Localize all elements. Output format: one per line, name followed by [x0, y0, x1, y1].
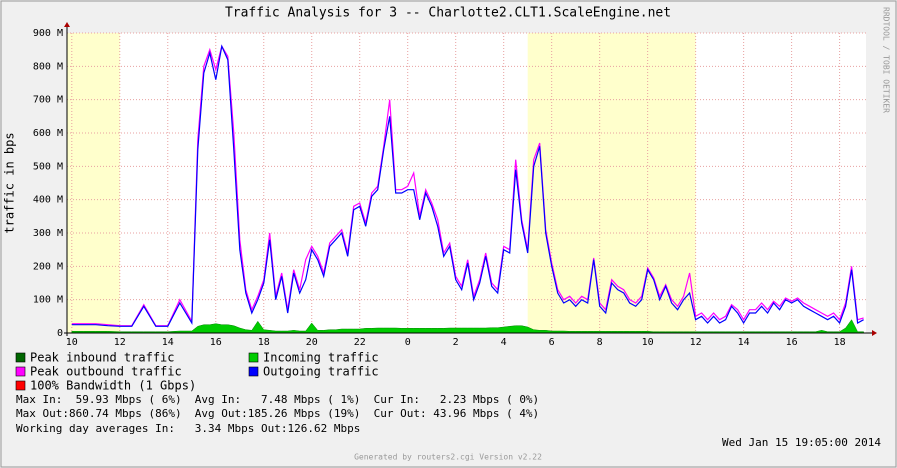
legend-label: Incoming traffic	[263, 351, 379, 365]
working-hours-band	[67, 33, 120, 333]
x-tick-label: 8	[597, 337, 603, 348]
y-axis-arrow	[64, 22, 70, 27]
plot-area	[67, 33, 866, 333]
x-tick-label: 16	[786, 337, 798, 348]
x-tick-label: 16	[210, 337, 222, 348]
legend-swatch	[15, 366, 26, 377]
stats-line: Working day averages In: 3.34 Mbps Out:1…	[16, 422, 360, 435]
stats-line: Max In: 59.93 Mbps ( 6%) Avg In: 7.48 Mb…	[16, 393, 539, 406]
legend-swatch	[248, 366, 259, 377]
chart-title: Traffic Analysis for 3 -- Charlotte2.CLT…	[225, 6, 671, 21]
y-axis-label: traffic in bps	[3, 132, 17, 233]
x-tick-label: 18	[258, 337, 270, 348]
y-tick-label: 400 M	[33, 195, 63, 206]
y-tick-label: 0	[57, 328, 63, 339]
incoming-area	[71, 319, 864, 334]
y-tick-label: 300 M	[33, 228, 63, 239]
x-tick-label: 4	[501, 337, 507, 348]
legend-label: Peak inbound traffic	[30, 351, 175, 365]
timestamp: Wed Jan 15 19:05:00 2014	[722, 436, 881, 449]
x-tick-label: 10	[66, 337, 78, 348]
x-tick-label: 14	[162, 337, 174, 348]
x-tick-label: 22	[354, 337, 366, 348]
y-tick-label: 800 M	[33, 61, 63, 72]
legend-swatch	[15, 352, 26, 363]
legend-label: Peak outbound traffic	[30, 365, 182, 379]
x-tick-label: 12	[114, 337, 126, 348]
x-tick-label: 18	[834, 337, 846, 348]
x-tick-label: 12	[690, 337, 702, 348]
x-tick-label: 14	[738, 337, 750, 348]
y-tick-label: 500 M	[33, 161, 63, 172]
x-tick-label: 10	[642, 337, 654, 348]
x-axis-arrow	[872, 330, 877, 336]
stats-line: Max Out:860.74 Mbps (86%) Avg Out:185.26…	[16, 407, 539, 420]
x-tick-label: 2	[453, 337, 459, 348]
y-tick-label: 600 M	[33, 128, 63, 139]
legend-label: Outgoing traffic	[263, 365, 379, 379]
y-tick-label: 100 M	[33, 295, 63, 306]
y-tick-label: 900 M	[33, 28, 63, 39]
side-text: RRDTOOL / TOBI OETIKER	[882, 7, 891, 113]
x-tick-label: 20	[306, 337, 318, 348]
traffic-line	[71, 44, 864, 327]
x-tick-label: 0	[405, 337, 411, 348]
legend-label: 100% Bandwidth (1 Gbps)	[30, 379, 196, 393]
legend-swatch	[15, 380, 26, 391]
footer: Generated by routers2.cgi Version v2.22	[354, 453, 542, 462]
y-tick-label: 200 M	[33, 261, 63, 272]
y-tick-label: 700 M	[33, 95, 63, 106]
legend-swatch	[248, 352, 259, 363]
x-tick-label: 6	[549, 337, 555, 348]
working-hours-band	[527, 33, 696, 333]
